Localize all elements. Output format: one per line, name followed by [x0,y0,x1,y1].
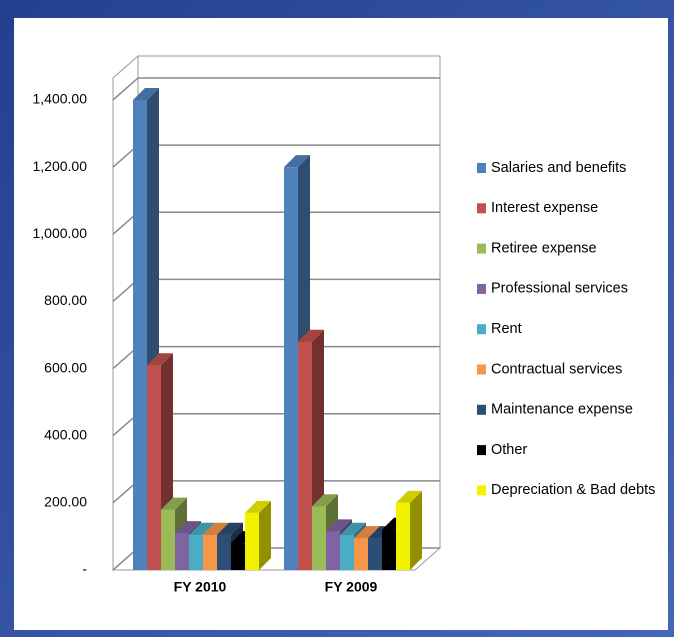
bar-top [147,353,173,366]
bar [284,167,298,570]
legend-swatch [477,243,486,254]
bar [133,100,147,570]
y-tick-label: 1,400.00 [33,91,88,107]
bar-top [189,522,215,535]
bar [382,529,396,570]
grid-line [112,77,440,101]
y-tick-label: - [82,561,87,577]
bar-top [312,494,338,507]
legend-label: Maintenance expense [491,402,633,418]
y-tick-label: 400.00 [44,426,87,442]
bar [203,534,217,570]
bar [298,341,312,570]
legend-swatch [477,324,486,335]
bar [161,509,175,570]
legend-label: Contractual services [491,361,622,377]
legend-swatch [477,445,486,456]
bar-top [203,522,229,535]
bar [217,534,231,570]
bar [245,512,259,570]
y-tick-label: 1,200.00 [33,158,88,174]
legend-label: Other [491,442,527,458]
bar-top [245,500,271,513]
bar [175,533,189,570]
bar-top [175,521,201,534]
legend-label: Professional services [491,281,628,297]
bar-top [396,490,422,503]
bar [312,506,326,570]
bar [326,531,340,570]
legend-label: Retiree expense [491,240,597,256]
bar-top [284,155,310,168]
bar-top [217,522,243,535]
legend-label: Interest expense [491,200,598,216]
bar [354,538,368,570]
bar-side [259,500,271,570]
bar-top [340,522,366,535]
bar-top [354,526,380,539]
y-tick-label: 200.00 [44,494,87,510]
bar [189,534,203,570]
bar-top [133,88,159,100]
x-tick-label: FY 2010 [174,579,227,595]
legend-swatch [477,283,486,294]
legend-swatch [477,364,486,375]
legend-swatch [477,203,486,214]
y-tick-label: 600.00 [44,359,87,375]
bar-side [410,490,422,570]
legend-swatch [477,404,486,415]
legend-swatch [477,163,486,173]
bar [231,543,245,570]
bar-top [326,519,352,532]
legend-label: Depreciation & Bad debts [491,482,655,498]
legend-swatch [477,485,486,496]
legend-label: Rent [491,321,522,337]
bar-top [298,329,324,342]
bar [396,502,410,570]
bar [147,365,161,570]
bar [340,534,354,570]
bar-top [161,497,187,510]
legend-label: Salaries and benefits [491,160,626,176]
y-tick-label: 1,000.00 [33,225,88,241]
x-tick-label: FY 2009 [325,579,378,595]
y-tick-label: 800.00 [44,292,87,308]
bar [368,538,382,570]
